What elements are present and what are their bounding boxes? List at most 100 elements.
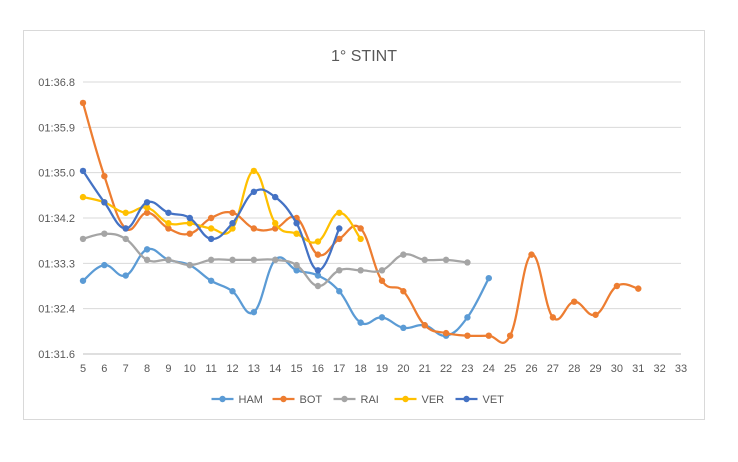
data-point-ver <box>272 220 279 227</box>
data-point-rai <box>400 251 407 258</box>
data-point-ham <box>250 308 258 316</box>
data-point-bot <box>528 251 535 258</box>
data-point-bot <box>506 332 514 339</box>
x-tick-label: 12 <box>226 363 238 375</box>
y-tick-label: 01:35.9 <box>38 122 75 134</box>
series-rai <box>79 230 471 290</box>
data-point-vet <box>186 214 193 222</box>
x-tick-label: 11 <box>205 363 216 375</box>
x-tick-label: 30 <box>611 363 623 375</box>
legend-label: VET <box>483 394 505 406</box>
x-tick-label: 8 <box>144 363 150 375</box>
data-point-ham <box>79 277 87 284</box>
gridlines <box>83 81 681 355</box>
series-lines <box>79 99 642 344</box>
line-chart: 1° STINT 01:31.601:32.401:33.301:34.201:… <box>38 48 687 406</box>
series-line-ver <box>82 169 362 244</box>
data-point-ver <box>79 193 87 201</box>
data-point-ver <box>122 209 129 216</box>
data-point-bot <box>207 214 215 222</box>
data-point-rai <box>101 230 108 237</box>
data-point-bot <box>592 311 599 318</box>
data-point-vet <box>250 188 258 196</box>
data-point-rai <box>314 282 322 290</box>
data-point-ver <box>293 230 300 237</box>
data-point-bot <box>165 225 172 232</box>
data-point-rai <box>357 267 364 274</box>
data-point-bot <box>101 172 108 180</box>
data-point-bot <box>464 332 471 339</box>
legend-label: RAI <box>361 394 379 406</box>
legend-label: VER <box>422 394 445 406</box>
legend-marker <box>341 395 348 403</box>
legend-item-ham: HAM <box>211 394 263 406</box>
data-point-rai <box>250 256 258 264</box>
data-point-bot <box>421 322 428 329</box>
data-point-ver <box>186 220 193 227</box>
x-tick-label: 18 <box>355 363 367 375</box>
data-point-ver <box>250 167 258 175</box>
x-tick-label: 20 <box>397 363 409 375</box>
data-point-bot <box>186 230 193 237</box>
x-tick-label: 10 <box>184 363 196 375</box>
legend-label: BOT <box>300 394 323 406</box>
data-point-ver <box>357 235 364 243</box>
data-point-ham <box>336 288 343 295</box>
data-point-bot <box>79 99 87 107</box>
data-point-vet <box>143 199 151 206</box>
data-point-bot <box>229 209 236 216</box>
data-point-bot <box>314 251 322 258</box>
data-point-bot <box>613 282 621 290</box>
data-point-rai <box>293 261 300 269</box>
legend-marker <box>402 395 409 403</box>
data-point-rai <box>378 267 386 274</box>
y-tick-label: 01:36.8 <box>38 77 75 89</box>
data-point-vet <box>336 225 343 232</box>
y-tick-label: 01:32.4 <box>38 304 75 316</box>
data-point-ham <box>314 272 322 279</box>
legend-item-vet: VET <box>455 394 505 406</box>
x-tick-label: 21 <box>419 363 431 375</box>
legend-item-bot: BOT <box>272 394 323 406</box>
legend-marker <box>219 395 226 403</box>
x-tick-label: 33 <box>675 363 687 375</box>
data-point-vet <box>165 209 172 216</box>
x-tick-label: 17 <box>333 363 345 375</box>
data-point-rai <box>122 235 129 243</box>
data-point-ham <box>101 261 108 269</box>
y-tick-label: 01:31.6 <box>38 349 75 361</box>
data-point-rai <box>272 256 279 264</box>
y-tick-label: 01:34.2 <box>38 213 75 225</box>
data-point-rai <box>336 267 343 274</box>
data-point-rai <box>442 256 450 264</box>
legend-marker <box>280 395 287 403</box>
data-point-rai <box>165 256 172 264</box>
x-tick-label: 27 <box>547 363 559 375</box>
data-point-rai <box>186 261 193 269</box>
x-tick-label: 5 <box>80 363 86 375</box>
x-tick-label: 32 <box>654 363 666 375</box>
x-tick-label: 23 <box>461 363 473 375</box>
data-point-rai <box>229 256 236 264</box>
x-tick-label: 26 <box>525 363 537 375</box>
data-point-bot <box>250 225 258 232</box>
data-point-ver <box>143 204 151 211</box>
chart-area: 1° STINT 01:31.6 01:32.4 01:33.3 01:34.2 01:… <box>23 30 705 420</box>
x-tick-label: 28 <box>568 363 580 375</box>
x-tick-label: 6 <box>101 363 107 375</box>
data-point-ham <box>143 246 151 253</box>
data-point-vet <box>101 199 108 206</box>
data-point-rai <box>207 256 215 264</box>
data-point-ver <box>336 209 343 216</box>
data-point-vet <box>314 267 322 274</box>
data-point-ham <box>400 324 407 332</box>
y-tick-label: 01:33.3 <box>38 258 75 270</box>
x-tick-label: 9 <box>165 363 171 375</box>
y-tick-label: 01:35.0 <box>38 168 75 180</box>
x-tick-label: 7 <box>123 363 129 375</box>
data-point-vet <box>79 167 87 175</box>
data-point-ham <box>485 274 492 282</box>
data-point-vet <box>272 193 279 201</box>
data-point-ham <box>229 288 236 295</box>
x-tick-label: 15 <box>290 363 302 375</box>
